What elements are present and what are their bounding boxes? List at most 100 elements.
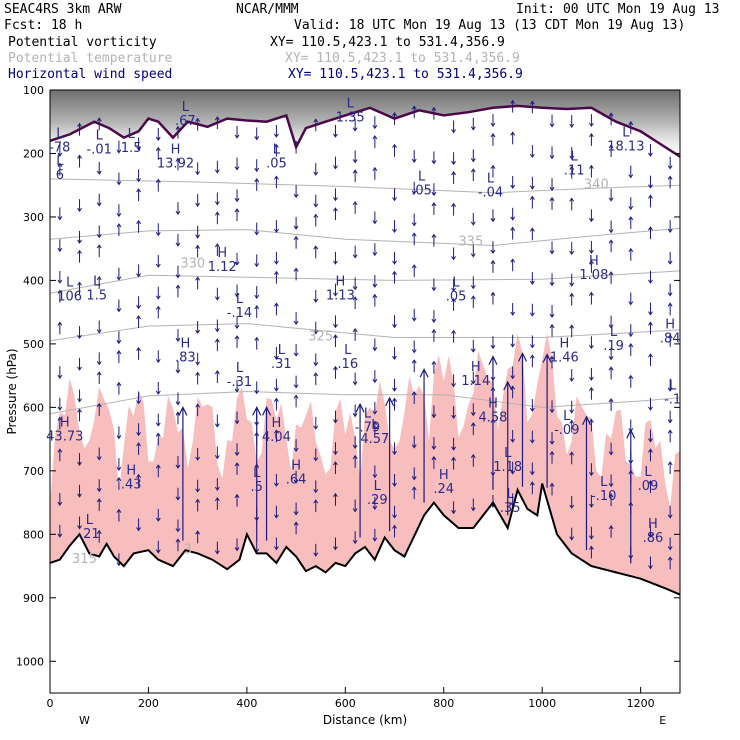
extremum-value: .35 <box>500 501 521 516</box>
extremum-value: .05 <box>446 290 467 305</box>
wind-arrow-head <box>254 263 260 268</box>
theta-contour-340 <box>50 178 680 194</box>
wind-arrow-head <box>234 325 240 330</box>
wind-arrow-head <box>96 498 102 503</box>
wind-arrow-head <box>136 527 142 532</box>
wind-arrow-head <box>352 296 358 301</box>
extremum-marker: L <box>669 379 677 394</box>
wind-arrow-head <box>77 525 82 530</box>
wind-arrow-head <box>96 402 102 408</box>
extremum-marker: H <box>60 415 70 430</box>
theta-contour-330 <box>50 270 680 294</box>
extremum-value: .83 <box>175 351 196 366</box>
wind-arrow-head <box>195 117 201 122</box>
wind-arrow-head <box>529 195 535 200</box>
extremum-value: -.31 <box>227 375 252 390</box>
wind-arrow-head <box>648 448 653 453</box>
extremum-value: -.14 <box>227 306 252 321</box>
wind-arrow-head <box>392 387 397 392</box>
wind-arrow-head <box>608 356 614 361</box>
wind-arrow-head <box>352 200 358 206</box>
extremum-marker: H <box>589 254 599 269</box>
wind-arrow-head <box>490 164 496 169</box>
wind-arrow-head <box>411 391 417 396</box>
wind-arrow-head <box>57 406 63 411</box>
extremum-value: -.04 <box>478 186 503 201</box>
wind-arrow-head <box>549 123 555 128</box>
wind-arrow-head <box>372 537 378 542</box>
wind-arrow-head <box>569 165 575 170</box>
wind-arrow-head <box>588 122 594 128</box>
wind-arrow-head <box>195 498 201 503</box>
wind-arrow-head <box>648 353 653 358</box>
wind-arrow-head <box>588 503 594 508</box>
wind-arrow-head <box>549 196 555 202</box>
wind-arrow-head <box>352 508 358 513</box>
field-wind-xy: XY= 110.5,423.1 to 531.4,356.9 <box>288 67 523 82</box>
wind-arrow-head <box>254 167 260 173</box>
y-tick-label: 300 <box>23 211 44 224</box>
wind-arrow-head <box>293 384 299 389</box>
wind-arrow-head <box>155 464 161 469</box>
wind-arrow-head <box>628 216 634 221</box>
extremum-value: .21 <box>79 527 100 542</box>
y-tick-label: 800 <box>23 528 44 541</box>
wind-arrow-head <box>352 539 358 545</box>
wind-arrow-head <box>608 524 614 530</box>
wind-arrow-head <box>136 431 142 437</box>
field-pv-xy: XY= 110.5,423.1 to 531.4,356.9 <box>270 35 505 50</box>
wind-arrow-head <box>372 420 378 425</box>
wind-arrow-head <box>136 178 142 183</box>
wind-arrow-head <box>293 235 299 240</box>
extremum-marker: L <box>66 276 74 291</box>
wind-arrow-head <box>293 521 299 526</box>
extremum-marker: L <box>128 127 136 142</box>
wind-arrow-head <box>273 429 279 434</box>
wind-arrow-head <box>57 321 63 326</box>
wind-arrow-head <box>96 456 102 461</box>
extremum-value: 1.08 <box>579 268 608 283</box>
wind-arrow-head <box>372 378 378 384</box>
wind-arrow-head <box>451 129 457 134</box>
wind-arrow-head <box>569 419 575 424</box>
wind-arrow-head <box>588 471 594 477</box>
extremum-marker: L <box>452 276 460 291</box>
wind-arrow-head <box>451 171 457 176</box>
wind-arrow-head <box>529 471 535 476</box>
wind-arrow-head <box>431 106 437 111</box>
extremum-marker: L <box>278 343 286 358</box>
wind-arrow-head <box>273 260 279 265</box>
wind-arrow-head <box>234 293 240 298</box>
wind-arrow-head <box>392 197 397 202</box>
wind-arrow-head <box>155 358 161 364</box>
wind-arrow-head <box>588 386 594 392</box>
wind-arrow-head <box>136 188 142 193</box>
extremum-value: .16 <box>337 357 358 372</box>
wind-arrow-head <box>608 112 614 117</box>
wind-arrow-head <box>667 461 673 466</box>
updraft-arrow-head <box>517 352 528 362</box>
wind-arrow-head <box>470 295 476 300</box>
wind-arrow-head <box>431 191 437 197</box>
updraft-arrow-head <box>419 367 429 378</box>
wind-arrow-head <box>136 315 142 320</box>
updraft-arrow-head <box>355 402 365 413</box>
wind-arrow-head <box>549 282 555 287</box>
wind-arrow-head <box>352 444 358 449</box>
wind-arrow-head <box>411 317 417 322</box>
wind-arrow-head <box>116 508 122 513</box>
wind-arrow-head <box>392 143 397 148</box>
wind-arrow-head <box>313 489 319 494</box>
wind-arrow-head <box>431 328 437 334</box>
wind-arrow-head <box>372 293 378 298</box>
updraft-arrow-head <box>385 396 395 407</box>
wind-arrow-head <box>195 530 201 535</box>
wind-arrow-head <box>628 120 634 126</box>
wind-arrow-head <box>648 152 653 157</box>
wind-arrow-head <box>155 136 161 141</box>
extremum-marker: H <box>336 274 346 289</box>
wind-arrow-head <box>431 445 437 450</box>
extremum-marker: H <box>180 337 190 352</box>
wind-arrow-head <box>569 377 575 382</box>
wind-arrow-head <box>155 232 161 237</box>
